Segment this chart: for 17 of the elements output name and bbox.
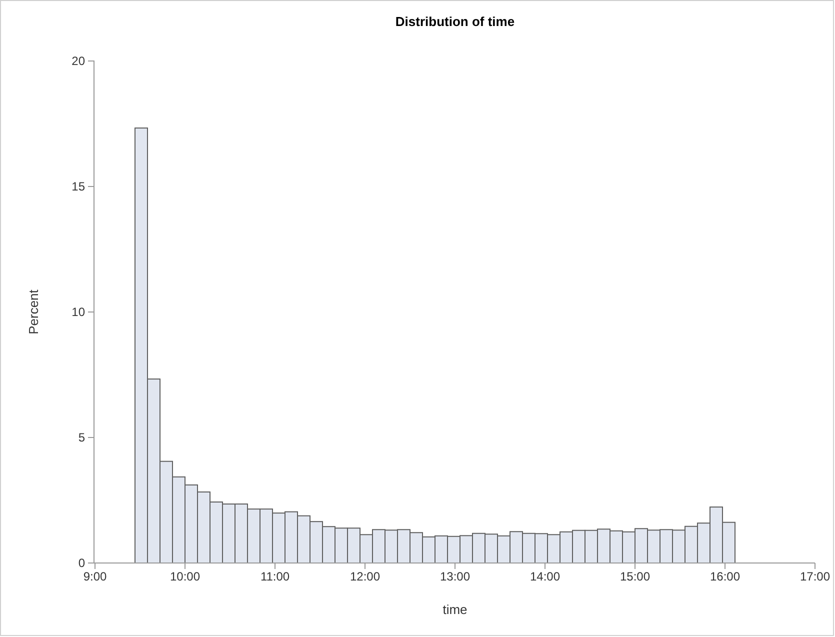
y-tick-label: 0: [78, 556, 86, 570]
x-axis-title: time: [442, 602, 468, 617]
x-tick-label: 9:00: [83, 570, 107, 584]
y-tick-label: 15: [72, 179, 86, 194]
x-tick-label: 10:00: [170, 570, 200, 584]
x-tick-label: 17:00: [800, 570, 830, 584]
x-tick-label: 12:00: [350, 570, 380, 584]
x-tick-label: 13:00: [440, 570, 470, 584]
y-axis-title: Percent: [26, 289, 41, 334]
x-tick-label: 15:00: [620, 570, 650, 584]
x-tick-label: 11:00: [260, 570, 290, 584]
y-tick-label: 10: [72, 304, 86, 319]
x-tick-label: 14:00: [530, 570, 560, 584]
y-tick-label: 5: [78, 430, 86, 444]
chart-title: Distribution of time: [395, 14, 515, 29]
x-tick-label: 16:00: [710, 570, 740, 584]
y-tick-label: 20: [72, 54, 86, 68]
